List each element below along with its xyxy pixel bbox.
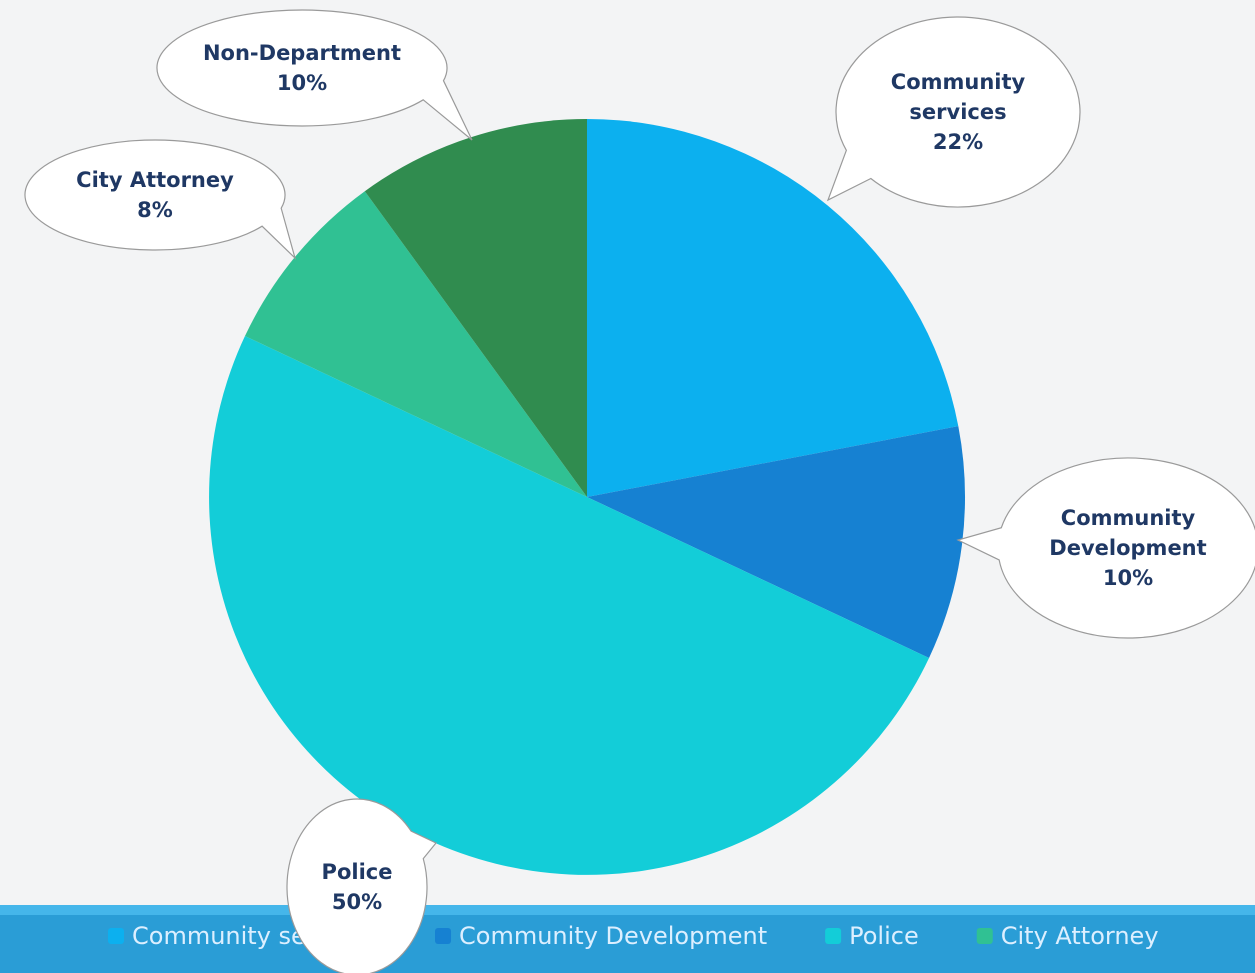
legend-band [0, 905, 1255, 973]
data-label-value: 22% [932, 130, 984, 154]
data-label-name: City Attorney [76, 168, 234, 192]
pie-slice [587, 119, 959, 497]
data-label-value: 50% [331, 890, 383, 914]
legend-swatch [825, 928, 842, 944]
data-label: Non-Department 10% [172, 38, 432, 98]
data-label-value: 10% [276, 71, 328, 95]
legend-item: Community Development [435, 922, 767, 950]
pie-slice [587, 426, 965, 658]
legend-label: Police [849, 922, 919, 950]
callout-bubble [156, 9, 473, 141]
pie-slice [244, 191, 587, 497]
pie-slice [364, 119, 587, 497]
data-label: City Attorney 8% [35, 165, 275, 225]
pie-slice [209, 336, 930, 875]
callout-bubble [24, 139, 297, 260]
data-label: Community services 22% [873, 67, 1043, 157]
legend-item: City Attorney [976, 922, 1159, 950]
data-label-name: Police [321, 860, 393, 884]
legend-label: City Attorney [1001, 922, 1159, 950]
legend-item: Police [825, 922, 919, 950]
data-label-value: 10% [1102, 566, 1154, 590]
data-label-name: Community Development [1049, 506, 1207, 560]
callout-bubble [826, 16, 1081, 208]
legend-band-top [0, 905, 1255, 915]
callout-bubble [286, 798, 437, 973]
data-label: Police 50% [297, 857, 417, 917]
callout-bubble [956, 457, 1255, 639]
data-label-name: Community services [890, 70, 1026, 124]
legend-swatch [108, 928, 124, 944]
data-label-value: 8% [137, 198, 173, 222]
data-label: Community Development 10% [1028, 503, 1228, 593]
legend-swatch [976, 928, 993, 944]
legend-label: Community Development [459, 922, 767, 950]
data-label-name: Non-Department [202, 41, 402, 65]
legend-swatch [435, 928, 452, 944]
